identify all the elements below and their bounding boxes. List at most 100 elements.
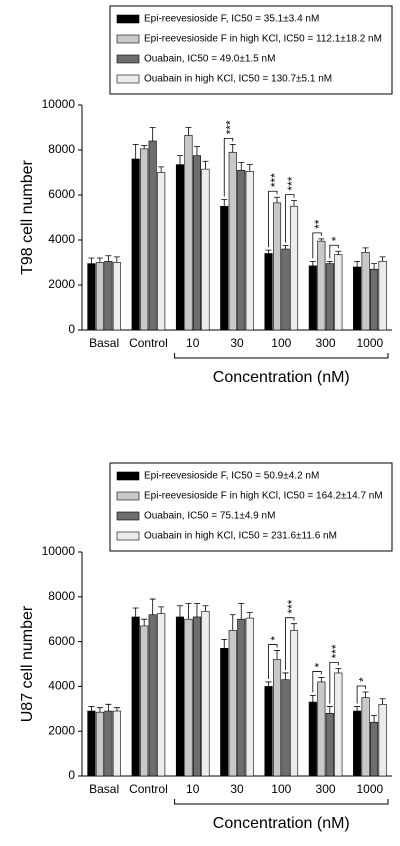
- y-tick-label: 2000: [48, 277, 75, 291]
- significance-label: *: [357, 677, 371, 682]
- bar: [87, 710, 96, 777]
- x-tick-label: Basal: [89, 782, 119, 796]
- bar: [95, 711, 104, 777]
- y-tick-label: 6000: [48, 187, 75, 201]
- significance-label: ***: [224, 120, 238, 134]
- error-bar: [141, 145, 148, 149]
- significance-label: ***: [268, 173, 282, 187]
- legend-label: Ouabain, IC50 = 75.1±4.9 nM: [144, 511, 275, 522]
- error-bar: [96, 707, 103, 713]
- bar: [87, 263, 96, 331]
- x-tick-label: 300: [316, 782, 336, 796]
- bar: [334, 254, 343, 331]
- y-axis-label: U87 cell number: [19, 605, 36, 722]
- error-bar: [371, 263, 378, 270]
- bar: [192, 616, 202, 777]
- error-bar: [158, 606, 165, 614]
- bar: [370, 721, 379, 777]
- y-axis-label: T98 cell number: [19, 159, 36, 274]
- bar: [325, 263, 334, 331]
- legend-swatch: [116, 74, 140, 84]
- x-axis-label: Concentration (nM): [213, 815, 350, 832]
- bar: [184, 618, 193, 777]
- legend-swatch: [116, 14, 140, 24]
- significance-label: ***: [285, 176, 299, 190]
- bar: [140, 625, 149, 777]
- bar: [272, 659, 282, 777]
- y-tick-label: 2000: [48, 723, 75, 737]
- error-bar: [335, 668, 342, 673]
- y-tick-label: 6000: [48, 634, 75, 648]
- bar: [220, 205, 229, 331]
- error-bar: [362, 691, 369, 698]
- legend-label: Ouabain in high KCl, IC50 = 130.7±5.1 nM: [144, 74, 332, 85]
- bar: [289, 205, 299, 331]
- error-bar: [221, 638, 228, 649]
- significance-bracket: [329, 244, 339, 259]
- error-bar: [176, 155, 183, 165]
- significance-bracket: [312, 232, 322, 259]
- bar: [378, 261, 387, 331]
- significance-bracket: [268, 190, 278, 248]
- bar: [228, 151, 237, 331]
- bar: [95, 262, 104, 331]
- bar: [192, 155, 202, 331]
- error-bar: [176, 605, 183, 617]
- error-bar: [274, 196, 281, 203]
- error-bar: [326, 260, 333, 264]
- bar: [201, 611, 210, 777]
- y-tick-label: 4000: [48, 679, 75, 693]
- legend-label: Epi-reevesioside F, IC50 = 50.9±4.2 nM: [144, 471, 319, 482]
- error-bar: [185, 603, 192, 620]
- error-bar: [379, 256, 386, 262]
- significance-bracket: [285, 194, 295, 243]
- bar: [334, 672, 343, 777]
- error-bar: [238, 603, 245, 620]
- bar: [175, 616, 185, 777]
- error-bar: [282, 245, 289, 249]
- error-bar: [246, 164, 253, 172]
- error-bar: [318, 677, 325, 682]
- legend-box: [109, 5, 393, 95]
- error-bar: [149, 598, 156, 615]
- bar: [201, 168, 210, 331]
- bar: [112, 710, 121, 777]
- error-bar: [149, 127, 156, 141]
- significance-bracket: [356, 685, 367, 704]
- x-tick-label: 1000: [357, 336, 384, 350]
- error-bar: [354, 706, 361, 712]
- x-tick-label: 300: [316, 336, 336, 350]
- error-bar: [105, 255, 112, 262]
- significance-label: ***: [285, 599, 299, 613]
- y-tick-label: 10000: [42, 544, 76, 558]
- error-bar: [88, 257, 95, 264]
- x-tick-label: Control: [129, 336, 168, 350]
- bar: [245, 171, 254, 331]
- legend-swatch: [116, 531, 140, 541]
- bar: [148, 140, 157, 331]
- bar: [148, 614, 157, 777]
- significance-bracket: [312, 671, 322, 693]
- x-tick-label: 1000: [357, 782, 384, 796]
- error-bar: [379, 698, 386, 705]
- error-bar: [113, 256, 120, 263]
- legend-label: Epi-reevesioside F in high KCl, IC50 = 1…: [144, 491, 383, 502]
- error-bar: [193, 603, 200, 617]
- error-bar: [246, 612, 253, 619]
- legend-swatch: [116, 34, 140, 44]
- bar: [220, 648, 229, 777]
- error-bar: [335, 250, 342, 255]
- error-bar: [274, 650, 281, 660]
- significance-label: *: [329, 236, 343, 241]
- error-bar: [362, 247, 369, 253]
- error-bar: [141, 618, 148, 626]
- error-bar: [371, 715, 378, 723]
- x-axis-label: Concentration (nM): [213, 369, 350, 386]
- error-bar: [326, 706, 333, 714]
- bar: [317, 681, 326, 777]
- bar: [228, 630, 237, 777]
- x-tick-label: Basal: [89, 336, 119, 350]
- bar: [289, 630, 299, 777]
- bar: [353, 266, 362, 331]
- error-bar: [238, 161, 245, 171]
